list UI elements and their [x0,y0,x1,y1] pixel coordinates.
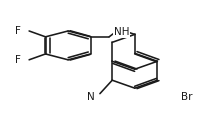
Text: NH: NH [114,27,129,37]
Text: Br: Br [181,92,192,102]
Text: N: N [87,92,94,102]
Text: F: F [15,26,21,36]
Text: F: F [15,55,21,65]
